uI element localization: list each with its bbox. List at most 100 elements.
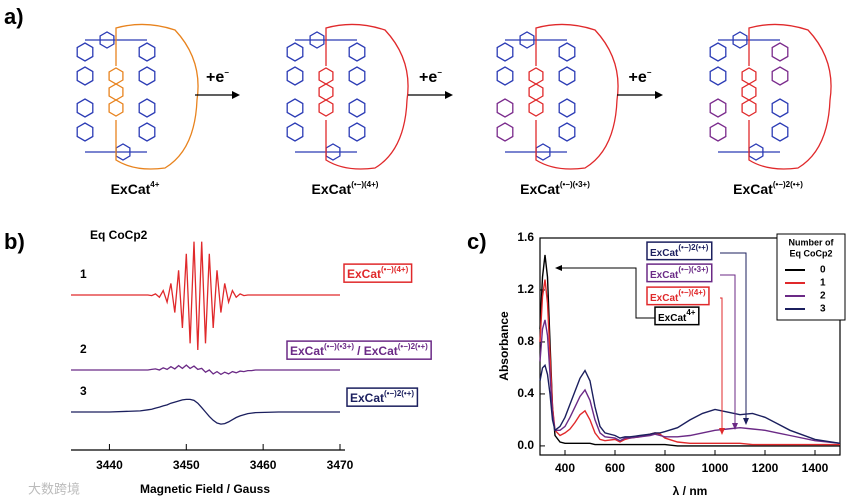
ring [771,98,789,118]
ring [741,83,757,101]
label-box [646,263,713,283]
spectrum-line [539,363,841,444]
label: ExCat(•−)(•3+) [650,265,709,281]
label: ExCat4+ [658,308,696,324]
ring [528,67,544,85]
x-tick-label: 3450 [173,458,200,472]
ring [558,42,576,62]
superscript: − [437,68,442,77]
annotation-arrow [720,274,736,425]
superscript: (•−)(•3+) [678,265,708,274]
x-tick-label: 400 [555,461,575,475]
arrow-head [655,91,663,99]
panel-label: b) [4,229,25,254]
label: ExCat(•−)2(•+) [650,243,709,259]
text: ExCat [650,293,679,304]
ring [496,98,514,118]
ring [108,83,124,101]
annotation-arrow [562,267,656,319]
superscript: (•−)2(•+) [773,180,803,189]
legend-title: Number of [789,237,835,247]
ring [318,67,334,85]
ring [348,66,366,86]
y-tick-label: 1.2 [517,282,534,296]
superscript: (•−)2(•+) [398,342,428,351]
ring [138,42,156,62]
label: ExCat(•−)(4+) [650,288,706,304]
label: ExCat(•−)(4+) [347,265,409,281]
text: +e [206,69,224,86]
ring [709,98,727,118]
label-box [646,241,713,261]
label-box [654,306,700,326]
text: ExCat [347,267,381,281]
ring [709,42,727,62]
superscript: (•−)2(•+) [384,389,414,398]
crown-ether [325,23,409,170]
ring [709,122,727,142]
spectrum-line [71,398,340,425]
ring [138,98,156,118]
ring [76,98,94,118]
plot-frame [539,237,841,456]
legend-label: 1 [820,278,826,289]
text: ExCat [350,391,384,405]
x-tick-label: 3440 [96,458,123,472]
ring [318,83,334,101]
x-axis-label: λ / nm [673,484,708,498]
ring [771,122,789,142]
superscript: (•−)2(•+) [678,243,708,252]
label-box [346,387,419,407]
ring [76,122,94,142]
y-tick-label: 0.4 [517,386,534,400]
text: ExCat [520,181,560,197]
text: ExCat [650,270,679,281]
annotation-arrow [720,252,747,420]
superscript: (•−)(4+) [381,265,409,274]
x-tick-label: 3470 [327,458,354,472]
ring [286,66,304,86]
superscript: 4+ [150,180,159,189]
y-tick-label: 0.0 [517,438,534,452]
ring [558,66,576,86]
superscript: 4+ [686,308,695,317]
ring [528,83,544,101]
ring [496,122,514,142]
annotation-arrow [720,297,723,430]
superscript: (•−)(4+) [678,288,706,297]
label-box [343,263,413,283]
spectrum-line [539,254,840,447]
trace-label: 2 [80,342,87,356]
trace-label: 3 [80,384,87,398]
arrow-head [232,91,240,99]
ring [286,122,304,142]
text: +e [419,69,437,86]
ring [108,67,124,85]
x-tick-label: 1000 [702,461,729,475]
ring [528,99,544,117]
x-axis-label: Magnetic Field / Gauss [140,482,270,496]
legend-title: Eq CoCp2 [789,248,832,258]
y-axis-label: Absorbance [497,311,511,381]
panel-label: c) [467,229,487,254]
ring [771,66,789,86]
ring [348,122,366,142]
arrow-head [555,265,562,271]
ring [348,98,366,118]
panel-label: a) [4,4,24,29]
watermark: 大数跨境 [28,481,80,496]
ring [519,31,535,49]
label: ExCat(•−)2(•+) [733,180,803,197]
superscript: (•−)(4+) [351,180,379,189]
legend-label: 0 [820,265,826,276]
label: ExCat(•−)(•3+) / ExCat(•−)2(•+) [290,342,428,358]
ring [76,42,94,62]
label-box [286,340,432,360]
spectrum-line [539,279,840,446]
y-tick-label: 0.8 [517,334,534,348]
ring [558,122,576,142]
label: ExCat(•−)2(•+) [350,389,414,405]
text: ExCat [111,181,151,197]
ring [108,99,124,117]
